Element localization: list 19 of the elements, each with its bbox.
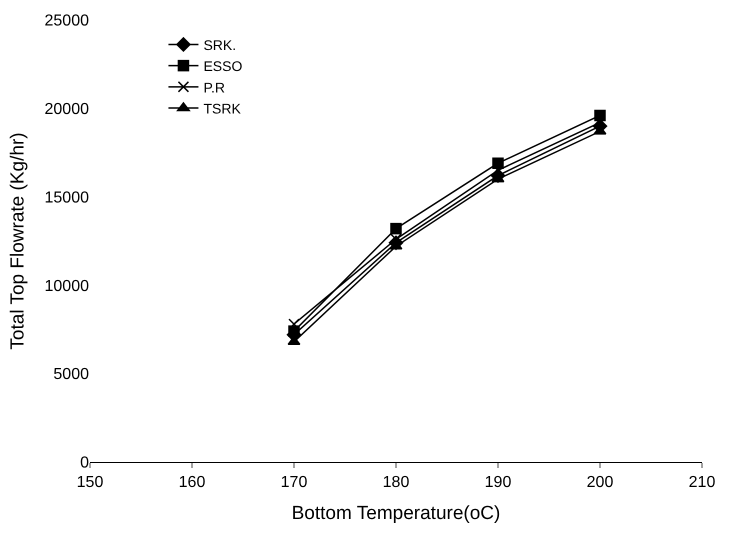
- y-tick-label: 10000: [44, 278, 90, 295]
- y-tick-label: 0: [80, 454, 90, 472]
- y-axis-title: Total Top Flowrate (Kg/hr): [7, 132, 28, 350]
- legend-label: SRK.: [203, 36, 236, 53]
- x-tick-label: 170: [280, 474, 308, 492]
- legend-label: TSRK: [203, 100, 242, 116]
- x-tick-label: 180: [382, 474, 410, 492]
- y-tick-label: 5000: [53, 366, 90, 384]
- legend-label: ESSO: [203, 58, 242, 74]
- x-tick-label: 190: [484, 474, 512, 492]
- x-tick-label: 200: [586, 474, 614, 492]
- y-tick-label: 15000: [44, 189, 90, 206]
- y-tick-label: 20000: [44, 101, 90, 118]
- x-tick-label: 210: [688, 474, 716, 492]
- x-tick-label: 150: [76, 474, 104, 492]
- y-tick-label: 25000: [44, 12, 90, 30]
- x-axis-title: Bottom Temperature(oC): [292, 503, 500, 524]
- legend-label: P.R: [203, 79, 225, 96]
- x-tick-label: 160: [178, 474, 206, 492]
